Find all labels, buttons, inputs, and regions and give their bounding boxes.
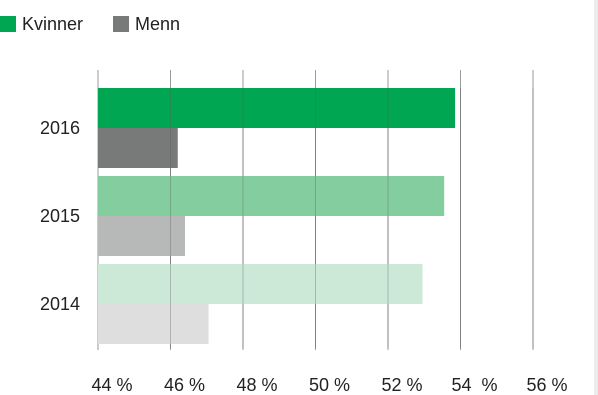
x-tick-label: 52 %: [381, 375, 422, 395]
x-tick-label: 46 %: [164, 375, 205, 395]
x-tick-label: 56 %: [526, 375, 567, 395]
legend-swatch-menn: [113, 16, 130, 32]
x-tick-label: 44 %: [91, 375, 132, 395]
category-label-2016: 2016: [40, 118, 80, 138]
bar-kvinner-2014: [98, 264, 423, 304]
legend-item-kvinner: Kvinner: [0, 14, 83, 35]
bar-kvinner-2016: [98, 88, 456, 128]
bar-menn-2014: [98, 304, 209, 344]
legend-label-kvinner: Kvinner: [22, 13, 84, 34]
category-label-2014: 2014: [40, 294, 80, 314]
category-label-2015: 2015: [40, 206, 80, 226]
legend-item-menn: Menn: [113, 14, 180, 35]
right-border: [594, 0, 598, 395]
x-tick-label: 50 %: [309, 375, 350, 395]
x-tick-label: 54 %: [451, 375, 497, 395]
category-labels: 2016 2015 2014: [40, 118, 80, 314]
bar-kvinner-2015: [98, 176, 445, 216]
x-tick-label: 48 %: [236, 375, 277, 395]
chart-legend: Kvinner Menn: [0, 12, 180, 36]
legend-swatch-kvinner: [0, 16, 16, 32]
bar-menn-2015: [98, 216, 185, 256]
bars: [98, 88, 534, 348]
bar-menn-2016: [98, 128, 178, 168]
legend-label-menn: Menn: [135, 13, 181, 34]
x-axis-ticks: 44 % 46 % 48 % 50 % 52 % 54 % 56 %: [91, 375, 567, 395]
